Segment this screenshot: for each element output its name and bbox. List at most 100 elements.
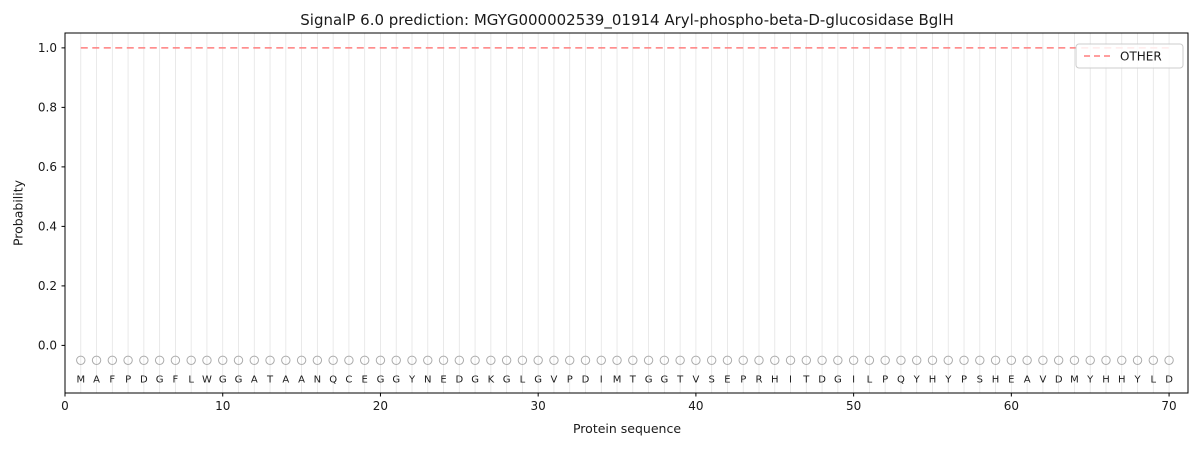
y-tick-label: 0.6 [38, 160, 57, 174]
residue-marker [296, 355, 307, 365]
y-tick-label: 0.2 [38, 279, 57, 293]
x-tick-label: 30 [531, 399, 546, 413]
legend-box [1075, 43, 1184, 69]
residue-marker [612, 355, 622, 365]
residue-marker [186, 355, 196, 365]
residue-letter: D [1055, 375, 1063, 386]
residue-letter: A [298, 375, 305, 386]
residue-marker [218, 355, 228, 365]
residue-marker [375, 355, 386, 365]
residue-letter: P [961, 375, 967, 386]
residue-marker [328, 355, 338, 365]
residue-letter: D [818, 375, 826, 386]
x-tick-label: 0 [61, 399, 69, 413]
residue-marker [990, 355, 1001, 365]
residue-letter: H [992, 375, 1000, 386]
residue-letter: G [503, 375, 511, 386]
residue-letter: P [740, 375, 746, 386]
residue-marker [533, 355, 543, 365]
residue-marker [1148, 355, 1159, 365]
residue-marker [959, 355, 969, 365]
residue-marker [312, 355, 323, 365]
residue-letter: A [251, 375, 258, 386]
residue-marker [848, 355, 859, 365]
residue-letter: P [125, 375, 131, 386]
residue-letter: N [314, 375, 321, 386]
residue-letter: G [534, 375, 542, 386]
residue-letter: M [613, 375, 622, 386]
residue-letter: L [1151, 375, 1157, 386]
residue-letter: P [567, 375, 573, 386]
residue-marker [139, 355, 149, 365]
residue-marker [1085, 355, 1095, 365]
residue-marker [833, 355, 843, 365]
residue-letter: H [1102, 375, 1110, 386]
residue-marker [107, 355, 118, 365]
residue-marker [407, 355, 417, 365]
residue-letter: N [424, 375, 431, 386]
residue-letter: G [219, 375, 227, 386]
residue-letter: V [551, 375, 558, 386]
residue-letter: A [282, 375, 289, 386]
residue-marker [549, 355, 559, 365]
residue-letter: H [771, 375, 779, 386]
residue-letter: L [520, 375, 526, 386]
residue-marker [91, 355, 102, 365]
residue-letter: G [834, 375, 842, 386]
residue-letter: K [488, 375, 495, 386]
residue-letter: Y [1086, 375, 1094, 386]
residue-marker [628, 355, 638, 365]
residue-letter: D [140, 375, 148, 386]
residue-marker [1022, 355, 1032, 365]
residue-marker [864, 355, 875, 365]
x-tick-label: 20 [373, 399, 388, 413]
residue-letter: Y [408, 375, 416, 386]
residue-marker [154, 355, 165, 365]
y-tick-label: 0.4 [38, 220, 57, 234]
residue-marker [517, 355, 528, 365]
residue-marker [880, 355, 890, 365]
residue-marker [359, 355, 370, 365]
residue-letter: T [266, 375, 274, 386]
residue-letter: Y [913, 375, 921, 386]
x-tick-label: 60 [1004, 399, 1019, 413]
residue-marker [580, 355, 591, 365]
residue-letter: C [345, 375, 352, 386]
residue-marker [1069, 355, 1080, 365]
residue-marker [391, 355, 401, 365]
residue-marker [817, 355, 827, 365]
residue-marker [1164, 355, 1174, 365]
residue-marker [1053, 355, 1064, 365]
residue-marker [770, 355, 780, 365]
residue-letter: D [1165, 375, 1173, 386]
residue-marker [76, 355, 86, 365]
residue-letter: G [156, 375, 164, 386]
residue-marker [565, 355, 575, 365]
residue-marker [281, 355, 291, 365]
residue-letter: G [645, 375, 653, 386]
residue-letter: A [1024, 375, 1031, 386]
y-tick-label: 0.0 [38, 339, 57, 353]
residue-letter: T [629, 375, 637, 386]
residue-marker [675, 355, 685, 365]
residue-marker [344, 355, 354, 365]
residue-letter: A [93, 375, 100, 386]
residue-letter: E [440, 375, 446, 386]
residue-letter: Q [329, 375, 337, 386]
residue-marker [785, 355, 796, 365]
residue-letter: L [867, 375, 873, 386]
residue-letter: G [377, 375, 385, 386]
residue-marker [1038, 355, 1048, 365]
residue-letter: Y [944, 375, 952, 386]
residue-marker [265, 355, 275, 365]
residue-marker [896, 355, 906, 365]
residue-marker [659, 355, 670, 365]
residue-letter: D [582, 375, 590, 386]
x-tick-label: 40 [688, 399, 703, 413]
residue-marker [1117, 355, 1127, 365]
residue-marker [470, 355, 480, 365]
residue-marker [423, 355, 433, 365]
residue-letter: R [756, 375, 763, 386]
residue-marker [202, 355, 212, 365]
residue-letter: D [455, 375, 463, 386]
